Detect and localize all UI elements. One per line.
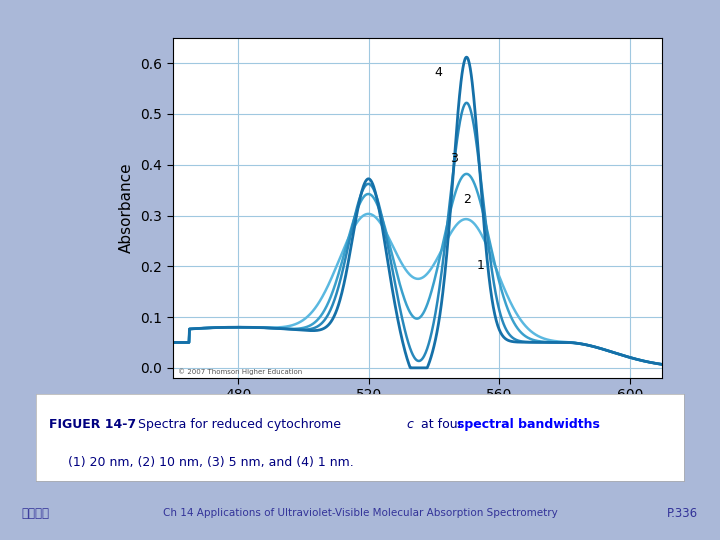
X-axis label: Wavelength, nm: Wavelength, nm	[355, 408, 480, 423]
Text: Spectra for reduced cytochrome: Spectra for reduced cytochrome	[130, 418, 345, 431]
Text: (1) 20 nm, (2) 10 nm, (3) 5 nm, and (4) 1 nm.: (1) 20 nm, (2) 10 nm, (3) 5 nm, and (4) …	[68, 456, 354, 469]
Text: P.336: P.336	[667, 507, 698, 520]
Text: 3: 3	[450, 152, 458, 165]
Text: © 2007 Thomson Higher Education: © 2007 Thomson Higher Education	[178, 368, 302, 375]
Text: 1: 1	[477, 259, 485, 272]
Text: c: c	[407, 418, 413, 431]
Text: spectral bandwidths: spectral bandwidths	[457, 418, 600, 431]
Text: .: .	[595, 418, 598, 431]
Text: 国亞書局: 国亞書局	[22, 507, 50, 520]
Text: 2: 2	[463, 193, 471, 206]
Text: 4: 4	[434, 66, 442, 79]
Text: Ch 14 Applications of Ultraviolet-Visible Molecular Absorption Spectrometry: Ch 14 Applications of Ultraviolet-Visibl…	[163, 508, 557, 518]
Text: FIGUER 14-7: FIGUER 14-7	[49, 418, 136, 431]
Y-axis label: Absorbance: Absorbance	[118, 163, 133, 253]
Text: at four: at four	[417, 418, 467, 431]
